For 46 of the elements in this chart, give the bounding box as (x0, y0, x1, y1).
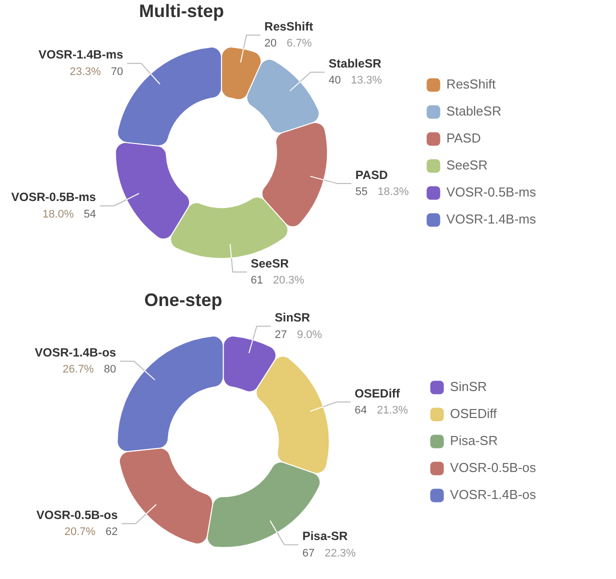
text: 9.0% (296, 328, 322, 341)
slice-label: VOSR-0.5B-ms (11, 190, 96, 204)
slice-label: VOSR-1.4B-os (34, 346, 116, 360)
slice-label: PASD (355, 168, 388, 182)
legend-label: VOSR-0.5B-os (450, 460, 536, 476)
text: 18.0% (42, 208, 74, 220)
text: 22.3% (324, 547, 356, 560)
legend-label: Pisa-SR (450, 433, 498, 448)
legend-label: StableSR (446, 104, 502, 119)
slice-label: VOSR-0.5B-os (36, 508, 118, 522)
data-label: 70 (110, 66, 124, 78)
text: 13.3% (350, 74, 382, 87)
slice-label: VOSR-1.4B-ms (38, 48, 124, 62)
data-label: 64 (354, 404, 367, 417)
chart-title: Multi-step (138, 0, 224, 21)
text: 6.7% (286, 38, 312, 50)
slice-label: SeeSR (250, 256, 290, 270)
slice-label: SinSR (274, 310, 310, 325)
data-label: 62 (106, 526, 118, 538)
text: 18.3% (378, 186, 409, 198)
data-label: 61 (250, 274, 264, 286)
data-label: 67 (302, 547, 315, 560)
data-label: 80 (104, 364, 116, 376)
legend-label: VOSR-1.4B-os (450, 487, 536, 502)
data-label: 40 (328, 74, 341, 87)
legend-label: VOSR-0.5B-ms (446, 184, 536, 200)
chart-title: One-step (144, 290, 222, 310)
legend-label: SeeSR (446, 158, 488, 173)
data-label: 54 (84, 208, 96, 220)
slice-label: StableSR (328, 56, 382, 71)
text: 26.7% (62, 364, 94, 376)
slice-label: ResShift (264, 19, 314, 34)
text: 20.3% (272, 274, 304, 286)
slice-label: OSEDiff (354, 386, 401, 400)
slice-label: Pisa-SR (302, 529, 348, 544)
text: 20.7% (64, 526, 96, 538)
legend-label: OSEDiff (450, 406, 498, 422)
legend-label: PASD (446, 130, 481, 146)
legend-label: VOSR-1.4B-ms (446, 212, 536, 227)
text: 23.3% (70, 66, 101, 78)
text: 21.3% (376, 404, 408, 417)
data-label: 55 (355, 186, 368, 198)
data-label: 20 (264, 38, 277, 50)
legend-label: SinSR (450, 379, 487, 394)
legend-label: ResShift (446, 76, 496, 92)
data-label: 27 (274, 328, 287, 341)
